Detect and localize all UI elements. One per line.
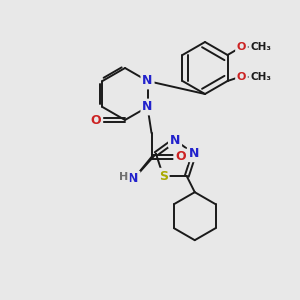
Text: N: N [142, 100, 153, 113]
Text: O: O [237, 42, 246, 52]
Text: CH₃: CH₃ [250, 42, 271, 52]
Text: O: O [175, 151, 186, 164]
Text: N: N [170, 134, 180, 146]
Text: N: N [128, 172, 139, 185]
Text: O: O [91, 113, 101, 127]
Text: N: N [142, 74, 153, 88]
Text: H: H [119, 172, 128, 182]
Text: O: O [237, 72, 246, 82]
Text: N: N [189, 147, 199, 160]
Text: S: S [159, 170, 168, 183]
Text: CH₃: CH₃ [250, 72, 271, 82]
